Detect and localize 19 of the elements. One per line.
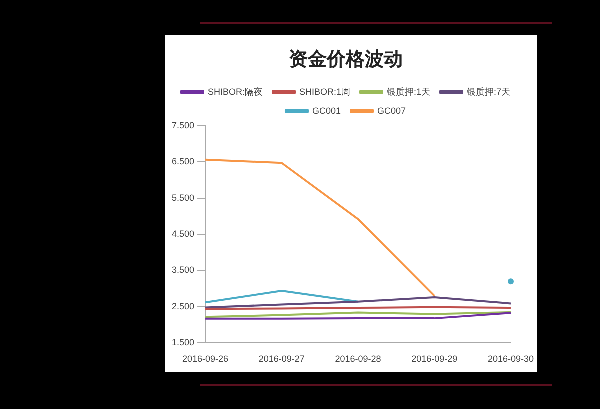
x-tick-label: 2016-09-29 (412, 354, 458, 364)
legend-label: GC007 (378, 106, 406, 116)
x-tick-label: 2016-09-27 (258, 354, 305, 364)
legend-label: 银质押:1天 (386, 86, 431, 97)
y-tick-label: 7.500 (172, 120, 195, 130)
x-tick-label: 2016-09-30 (488, 354, 534, 364)
x-tick-label: 2016-09-28 (335, 354, 382, 364)
y-tick-label: 1.500 (172, 338, 195, 348)
legend-label: 银质押:7天 (466, 86, 511, 97)
y-tick-label: 3.500 (172, 265, 195, 276)
y-tick-label: 5.500 (172, 192, 195, 203)
legend-label: SHIBOR:1周 (299, 86, 351, 97)
y-tick-label: 2.500 (172, 301, 195, 312)
legend-label: SHIBOR:隔夜 (208, 86, 263, 97)
chart-title: 资金价格波动 (289, 48, 403, 70)
y-tick-label: 6.500 (172, 156, 195, 167)
x-tick-label: 2016-09-26 (182, 354, 229, 364)
legend-label: GC001 (312, 106, 342, 116)
y-tick-label: 4.500 (172, 228, 195, 239)
